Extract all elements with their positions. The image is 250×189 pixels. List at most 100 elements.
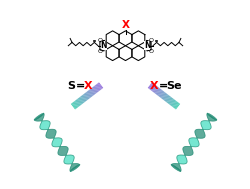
Polygon shape bbox=[58, 146, 63, 149]
Polygon shape bbox=[186, 146, 192, 150]
Polygon shape bbox=[38, 117, 44, 121]
Polygon shape bbox=[46, 130, 55, 136]
Polygon shape bbox=[53, 140, 62, 146]
Polygon shape bbox=[46, 129, 52, 133]
Polygon shape bbox=[58, 147, 66, 153]
Polygon shape bbox=[198, 129, 204, 133]
Polygon shape bbox=[202, 121, 210, 126]
Polygon shape bbox=[70, 164, 78, 170]
Text: X: X bbox=[84, 81, 92, 91]
Polygon shape bbox=[59, 146, 61, 148]
Polygon shape bbox=[40, 121, 48, 126]
Polygon shape bbox=[70, 163, 74, 166]
Polygon shape bbox=[52, 137, 54, 138]
Polygon shape bbox=[58, 148, 68, 155]
Polygon shape bbox=[64, 155, 69, 158]
Polygon shape bbox=[60, 150, 68, 155]
Polygon shape bbox=[52, 139, 62, 146]
Ellipse shape bbox=[70, 165, 80, 172]
Polygon shape bbox=[196, 137, 198, 138]
Polygon shape bbox=[206, 121, 209, 123]
Polygon shape bbox=[70, 164, 79, 171]
Polygon shape bbox=[178, 155, 186, 161]
Polygon shape bbox=[47, 132, 56, 138]
Polygon shape bbox=[179, 155, 186, 160]
Polygon shape bbox=[204, 121, 210, 125]
Polygon shape bbox=[206, 114, 216, 121]
Polygon shape bbox=[40, 122, 50, 129]
Polygon shape bbox=[180, 155, 186, 160]
Polygon shape bbox=[189, 138, 198, 145]
Polygon shape bbox=[190, 146, 191, 147]
Polygon shape bbox=[60, 150, 68, 155]
Polygon shape bbox=[171, 164, 180, 171]
Polygon shape bbox=[58, 147, 68, 154]
Polygon shape bbox=[70, 162, 72, 164]
Polygon shape bbox=[173, 163, 180, 168]
Polygon shape bbox=[201, 127, 205, 130]
Polygon shape bbox=[208, 119, 210, 121]
Polygon shape bbox=[176, 158, 184, 164]
Text: =: = bbox=[158, 81, 167, 91]
Polygon shape bbox=[197, 129, 204, 134]
Polygon shape bbox=[195, 136, 198, 138]
Polygon shape bbox=[40, 121, 49, 128]
Polygon shape bbox=[65, 155, 67, 156]
Polygon shape bbox=[182, 155, 185, 157]
Polygon shape bbox=[182, 147, 192, 154]
Polygon shape bbox=[182, 149, 190, 155]
Polygon shape bbox=[194, 132, 203, 138]
Polygon shape bbox=[206, 116, 213, 121]
Polygon shape bbox=[38, 118, 43, 121]
Polygon shape bbox=[192, 138, 198, 142]
Polygon shape bbox=[70, 164, 79, 170]
Polygon shape bbox=[203, 121, 210, 126]
Polygon shape bbox=[201, 121, 210, 128]
Polygon shape bbox=[41, 121, 43, 122]
Polygon shape bbox=[170, 164, 180, 171]
Polygon shape bbox=[183, 152, 188, 156]
Polygon shape bbox=[184, 147, 192, 153]
Polygon shape bbox=[67, 160, 73, 164]
Polygon shape bbox=[40, 121, 47, 126]
Polygon shape bbox=[66, 158, 74, 164]
Polygon shape bbox=[64, 156, 74, 163]
Polygon shape bbox=[194, 138, 197, 140]
Polygon shape bbox=[202, 129, 203, 130]
Polygon shape bbox=[178, 155, 186, 162]
Polygon shape bbox=[46, 131, 56, 137]
Polygon shape bbox=[51, 135, 55, 138]
Polygon shape bbox=[172, 164, 180, 169]
Polygon shape bbox=[208, 120, 209, 121]
Text: X: X bbox=[121, 20, 129, 30]
Polygon shape bbox=[188, 141, 196, 147]
Polygon shape bbox=[178, 155, 186, 161]
Polygon shape bbox=[177, 162, 180, 164]
Polygon shape bbox=[189, 144, 193, 147]
Polygon shape bbox=[60, 149, 68, 155]
Polygon shape bbox=[194, 132, 202, 138]
Polygon shape bbox=[181, 155, 186, 158]
Polygon shape bbox=[206, 117, 213, 121]
Polygon shape bbox=[176, 157, 186, 163]
Polygon shape bbox=[177, 160, 182, 164]
Polygon shape bbox=[207, 121, 209, 122]
Polygon shape bbox=[52, 138, 58, 141]
Polygon shape bbox=[194, 132, 203, 138]
Polygon shape bbox=[40, 121, 45, 124]
Polygon shape bbox=[47, 129, 49, 131]
Polygon shape bbox=[47, 129, 50, 131]
Polygon shape bbox=[58, 146, 64, 150]
Polygon shape bbox=[177, 156, 186, 163]
Polygon shape bbox=[64, 155, 71, 160]
Polygon shape bbox=[53, 138, 56, 140]
Polygon shape bbox=[176, 159, 183, 164]
Polygon shape bbox=[40, 119, 43, 121]
Polygon shape bbox=[58, 147, 66, 153]
Polygon shape bbox=[188, 139, 198, 146]
Polygon shape bbox=[58, 146, 66, 152]
Polygon shape bbox=[177, 155, 186, 162]
Polygon shape bbox=[70, 164, 78, 170]
Polygon shape bbox=[190, 146, 192, 147]
Polygon shape bbox=[172, 164, 180, 170]
